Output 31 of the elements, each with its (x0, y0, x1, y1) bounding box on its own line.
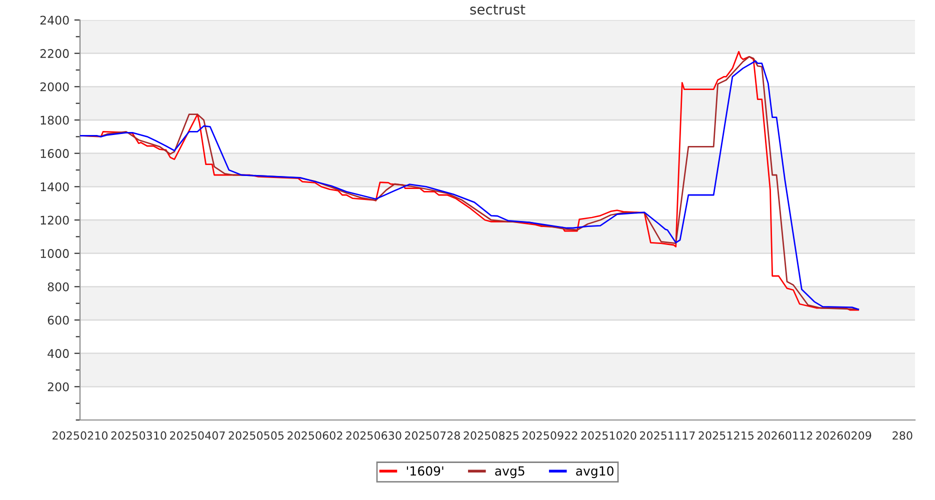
y-tick-label: 400 (48, 349, 69, 358)
y-tick-label: 1200 (40, 216, 69, 225)
x-tick-label: 280 (892, 431, 912, 440)
y-tick-label: 2200 (40, 49, 69, 58)
x-tick-label: 20250310 (111, 431, 166, 440)
y-tick-label: 1600 (40, 149, 69, 158)
x-tick-label: 20250602 (288, 431, 342, 440)
x-tick-label: 20250922 (522, 431, 578, 440)
x-tick-label: 20260112 (757, 431, 812, 440)
x-tick-label: 20251215 (698, 431, 754, 440)
x-tick-label: 20250630 (346, 431, 402, 440)
x-tick-label: 20250728 (405, 431, 460, 440)
legend-label: avg5 (495, 466, 524, 478)
x-tick-label: 20251020 (581, 431, 636, 440)
y-tick-label: 600 (48, 316, 69, 325)
y-tick-label: 1000 (40, 249, 69, 258)
y-tick-label: 800 (48, 282, 69, 292)
y-tick-label: 1400 (40, 182, 69, 192)
x-tick-label: 20250210 (52, 431, 108, 440)
x-tick-label: 20250407 (170, 431, 225, 440)
y-tick-label: 200 (48, 382, 69, 392)
legend-label: avg10 (576, 466, 614, 478)
x-tick-label: 20250825 (464, 431, 519, 440)
y-tick-label: 1800 (40, 116, 69, 125)
y-tick-label: 2000 (40, 82, 69, 92)
y-tick-label: 2400 (40, 16, 69, 25)
x-tick-label: 20250505 (228, 431, 284, 440)
x-tick-label: 20260209 (816, 431, 872, 440)
chart-title: sectrust (470, 4, 526, 15)
x-tick-label: 20251117 (640, 431, 695, 440)
legend-label: '1609' (406, 466, 444, 476)
